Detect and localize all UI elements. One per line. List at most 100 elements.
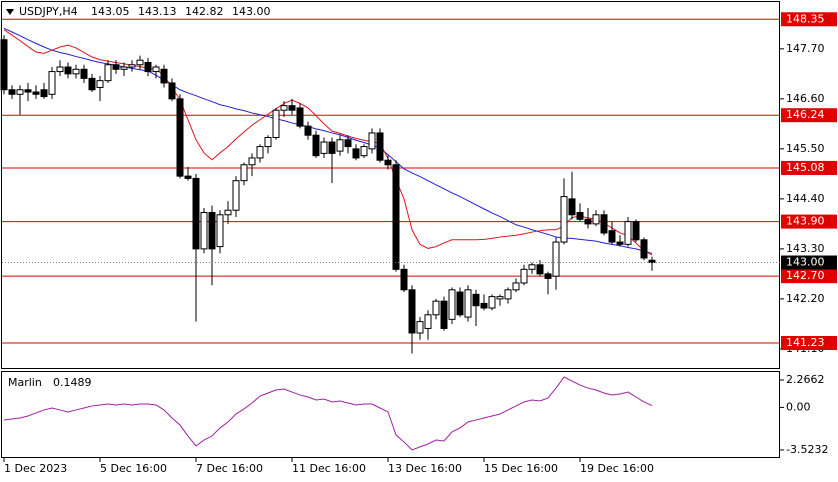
candle-body <box>160 68 168 84</box>
candle-body <box>344 139 352 148</box>
candle-body <box>128 64 136 68</box>
candle-body <box>8 89 16 95</box>
menu-arrow <box>6 9 14 15</box>
header-high: 143.13 <box>138 5 177 18</box>
candle-body <box>112 64 120 70</box>
candle-body <box>328 141 336 154</box>
candle-body <box>248 157 256 166</box>
x-tick-label: 15 Dec 16:00 <box>484 462 558 475</box>
candle-body <box>560 196 568 243</box>
level-label-box <box>781 269 837 284</box>
candle-body <box>176 98 184 177</box>
candle-body <box>472 293 480 307</box>
indicator-value: 0.1489 <box>53 376 92 389</box>
candle-body <box>272 109 280 138</box>
candle-body <box>424 314 432 329</box>
plot <box>0 18 780 451</box>
candle-body <box>608 230 616 243</box>
candle-body <box>208 212 216 250</box>
candle-body <box>520 268 528 284</box>
candle-body <box>304 125 312 136</box>
header-low: 142.82 <box>185 5 224 18</box>
level-label-box <box>781 214 837 229</box>
candle-body <box>136 59 144 66</box>
candle-body <box>448 289 456 320</box>
x-tick-label: 19 Dec 16:00 <box>580 462 654 475</box>
candle-body <box>536 264 544 275</box>
candle-body <box>464 289 472 318</box>
candle-body <box>216 214 224 248</box>
candle-body <box>0 39 8 91</box>
candle-body <box>600 214 608 234</box>
candle-body <box>632 221 640 241</box>
candle-body <box>640 239 648 259</box>
candle-body <box>480 302 488 309</box>
header-open: 143.05 <box>91 5 130 18</box>
candle-body <box>80 68 88 79</box>
level-label-box <box>781 108 837 123</box>
candle-body <box>384 159 392 166</box>
candle-body <box>440 300 448 329</box>
y-tick-label: 147.70 <box>786 42 825 55</box>
candle-body <box>88 77 96 91</box>
header-close: 143.00 <box>232 5 271 18</box>
candle-body <box>224 209 232 216</box>
x-tick-label: 7 Dec 16:00 <box>196 462 263 475</box>
candle-body <box>400 268 408 291</box>
candle-body <box>352 148 360 159</box>
candle-body <box>56 66 64 73</box>
candle-body <box>264 136 272 148</box>
indicator-name: Marlin <box>8 376 42 389</box>
candle-body <box>184 175 192 179</box>
level-label-box <box>781 335 837 350</box>
candle-body <box>496 296 504 300</box>
candle-body <box>144 61 152 73</box>
candle-body <box>376 132 384 161</box>
candle-body <box>32 91 40 95</box>
candle-body <box>584 218 592 225</box>
candle-body <box>152 66 160 73</box>
candle-body <box>528 264 536 270</box>
y-tick-label: 145.50 <box>786 142 825 155</box>
candle-body <box>408 289 416 334</box>
candle-body <box>240 164 248 182</box>
candle-body <box>280 105 288 111</box>
candle-body <box>336 139 344 152</box>
candle-body <box>16 89 24 95</box>
x-tick-label: 5 Dec 16:00 <box>100 462 167 475</box>
candle-body <box>320 141 328 154</box>
candle-body <box>168 82 176 100</box>
candle-body <box>616 241 624 245</box>
candle-body <box>512 282 520 291</box>
x-tick-label: 11 Dec 16:00 <box>292 462 366 475</box>
candle-body <box>360 146 368 157</box>
candle-body <box>368 132 376 150</box>
candle-body <box>416 321 424 334</box>
candle-body <box>504 289 512 300</box>
candle-body <box>96 80 104 88</box>
candle-body <box>256 146 264 159</box>
candle-body <box>392 164 400 270</box>
level-label: 148.35 <box>786 12 825 25</box>
candle-body <box>104 64 112 82</box>
candle-body <box>592 214 600 225</box>
candle-body <box>296 107 304 127</box>
level-label-box <box>781 160 837 175</box>
candle-body <box>456 291 464 316</box>
candle-body <box>648 259 656 264</box>
indicator-tick-label: 2.2662 <box>786 373 825 386</box>
candle-body <box>64 66 72 75</box>
candle-body <box>200 212 208 250</box>
candle-body <box>488 296 496 309</box>
candle-body <box>24 89 32 93</box>
candle-body <box>552 241 560 277</box>
candle-body <box>40 89 48 98</box>
candle-body <box>72 68 80 75</box>
candle-body <box>576 212 584 220</box>
level-label: 142.70 <box>786 269 825 282</box>
candle-body <box>432 300 440 316</box>
candle-body <box>232 180 240 211</box>
x-tick-label: 13 Dec 16:00 <box>388 462 462 475</box>
